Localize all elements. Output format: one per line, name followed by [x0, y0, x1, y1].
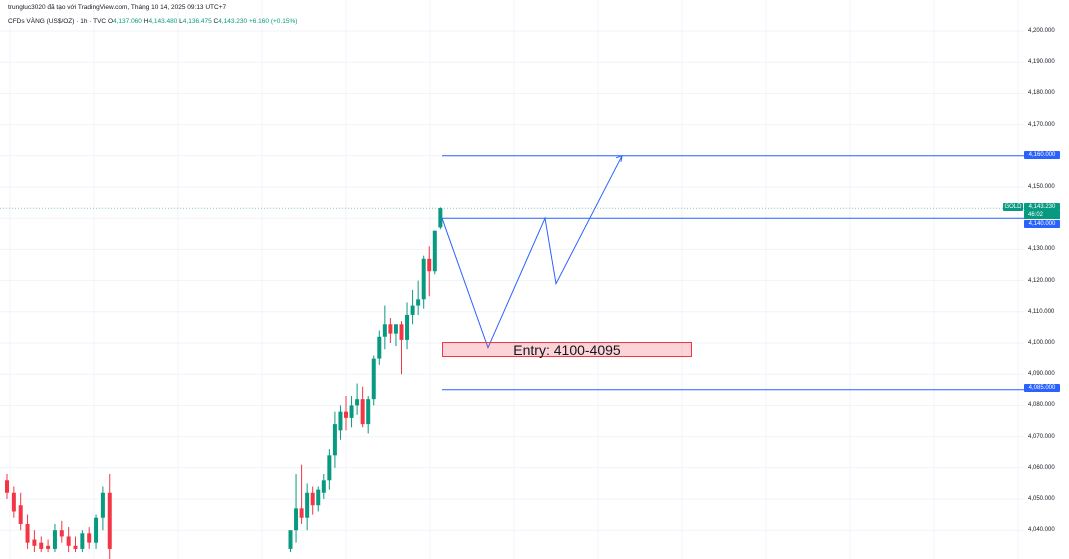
candles — [5, 207, 443, 559]
price-axis-label: 4,080.000 — [1028, 402, 1055, 409]
price-axis-label: 4,090.000 — [1028, 371, 1055, 378]
candle-body — [421, 258, 426, 300]
bar-countdown: 46:02 — [1024, 211, 1060, 219]
candle-body — [25, 523, 30, 543]
candle-body — [294, 508, 299, 531]
candle-body — [344, 411, 348, 418]
candle-body — [46, 545, 51, 549]
path-arrowhead — [615, 155, 623, 162]
low-value: 4,136.475 — [182, 18, 212, 25]
candle-body — [107, 492, 112, 549]
candle-body — [355, 399, 360, 406]
candle-body — [338, 411, 343, 431]
last-price-tag: 4,143.230 — [1024, 203, 1060, 211]
header-credit: trungluc3020 đã tạo với TradingView.com,… — [8, 4, 227, 11]
price-axis-label: 4,130.000 — [1028, 246, 1055, 253]
level-price-tag: 4,140.000 — [1024, 220, 1060, 228]
high-value: 4,143.480 — [148, 18, 178, 25]
candle-body — [427, 258, 432, 272]
candle-body — [73, 545, 78, 549]
price-axis-label: 4,100.000 — [1028, 340, 1055, 346]
candle-body — [360, 399, 365, 425]
candle-body — [366, 399, 371, 425]
close-value: 4,143.230 — [218, 18, 248, 25]
candle-body — [327, 455, 332, 481]
candle-body — [87, 533, 92, 543]
price-axis-label: 4,070.000 — [1028, 433, 1055, 440]
candle-body — [59, 530, 64, 537]
candle-body — [438, 208, 443, 228]
price-axis-label: 4,110.000 — [1028, 308, 1055, 315]
candle-body — [32, 539, 37, 546]
candle-body — [11, 492, 16, 512]
price-axis-label: 4,170.000 — [1028, 121, 1055, 128]
candle-body — [80, 533, 85, 549]
candle-body — [410, 305, 415, 315]
price-axis-label: 4,120.000 — [1028, 277, 1055, 284]
candle-body — [382, 324, 387, 337]
price-axis-label: 4,150.000 — [1028, 184, 1055, 190]
candle-body — [316, 489, 321, 506]
projected-path — [441, 155, 623, 350]
price-axis-label: 4,060.000 — [1028, 464, 1055, 471]
entry-zone-label: Entry: 4100-4095 — [513, 342, 621, 358]
symbol-tag: GOLD — [1003, 203, 1023, 211]
candle-body — [100, 492, 105, 518]
candle-body — [393, 324, 398, 334]
candle-body — [18, 505, 23, 524]
symbol-description[interactable]: CFDs VÀNG (US$/OZ) · 1h · TVC — [8, 18, 107, 25]
candle-body — [305, 492, 310, 518]
candle-body — [5, 480, 9, 493]
candle-body — [416, 299, 421, 306]
change-value: +6.160 (+0.15%) — [248, 18, 298, 25]
candle-body — [432, 230, 437, 272]
price-axis-label: 4,190.000 — [1028, 59, 1055, 66]
price-axis-label: 4,040.000 — [1028, 527, 1055, 534]
grid — [0, 0, 1024, 559]
price-axis-label: 4,200.000 — [1028, 28, 1055, 34]
candle-body — [388, 324, 393, 334]
candle-body — [299, 508, 304, 518]
candle-body — [321, 480, 326, 493]
open-value: 4,137.060 — [113, 18, 142, 25]
high-label: H — [143, 18, 149, 25]
low-label: L — [179, 18, 183, 25]
candle-body — [66, 536, 71, 546]
candle-body — [310, 492, 315, 506]
candle-body — [349, 405, 354, 418]
drawings[interactable] — [441, 155, 1024, 391]
open-label: O — [107, 18, 113, 25]
price-axis-label: 4,180.000 — [1028, 90, 1055, 97]
candle-body — [377, 336, 382, 359]
candle-body — [288, 530, 293, 549]
close-label: C — [213, 18, 219, 25]
candle-body — [405, 314, 410, 340]
stop-price-tag: 4,085.000 — [1024, 384, 1060, 392]
candle-body — [39, 542, 44, 549]
target-price-tag: 4,160.000 — [1024, 151, 1060, 159]
candle-body — [52, 530, 57, 549]
candle-body — [399, 324, 404, 340]
entry-zone-box[interactable]: Entry: 4100-4095 — [442, 342, 692, 357]
candle-body — [94, 517, 99, 543]
price-axis-label: 4,050.000 — [1028, 496, 1055, 502]
ohlc-legend: CFDs VÀNG (US$/OZ) · 1h · TVC O4,137.060… — [8, 17, 297, 26]
candle-body — [371, 358, 376, 400]
candle-body — [332, 424, 337, 456]
